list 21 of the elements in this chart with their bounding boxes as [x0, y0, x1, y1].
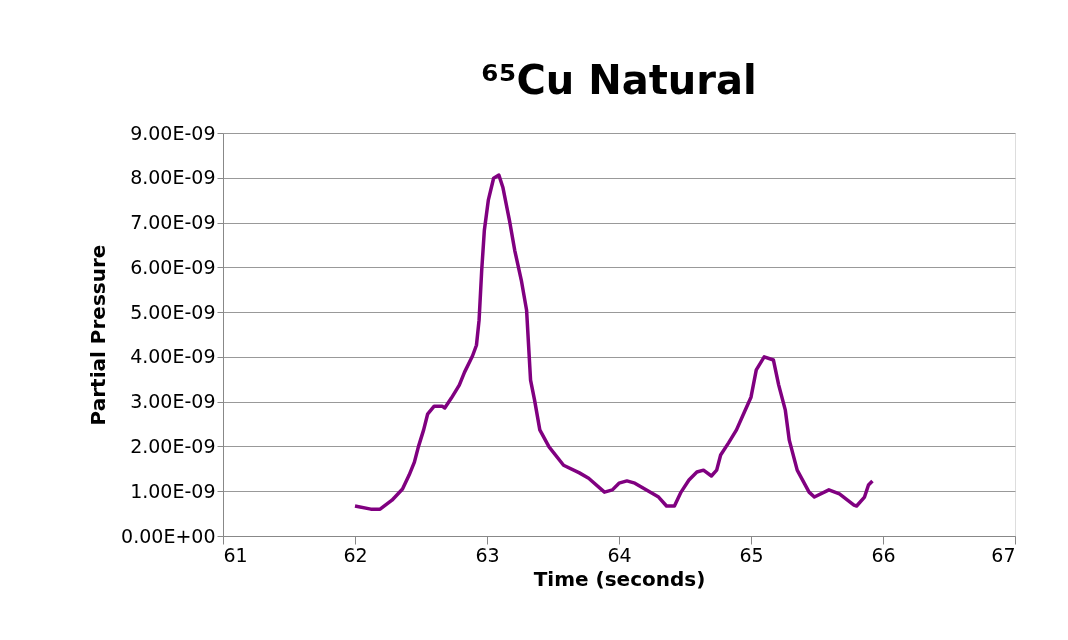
y-tick-label: 2.00E-09 [130, 434, 216, 457]
y-tick-label: 8.00E-09 [130, 166, 216, 189]
x-tick-label: 66 [871, 543, 896, 566]
x-tick-label: 63 [475, 543, 500, 566]
y-tick-label: 7.00E-09 [130, 211, 216, 234]
y-tick-label: 4.00E-09 [130, 345, 216, 368]
x-tick-label: 64 [607, 543, 632, 566]
y-tick-label: 0.00E+00 [121, 524, 216, 547]
x-axis-title: Time (seconds) [533, 566, 706, 591]
y-tick-label: 3.00E-09 [130, 390, 216, 413]
x-tick-label: 67 [991, 543, 1016, 566]
x-tick-label: 62 [343, 543, 368, 566]
y-axis-title: Partial Pressure [86, 244, 111, 426]
y-tick-label: 6.00E-09 [130, 255, 216, 278]
x-tick-label: 61 [223, 543, 248, 566]
y-tick-label: 9.00E-09 [130, 121, 216, 144]
chart-title: ⁶⁵Cu Natural [481, 57, 757, 103]
x-tick-label: 65 [739, 543, 764, 566]
y-tick-label: 1.00E-09 [130, 479, 216, 502]
line-series [353, 173, 875, 511]
y-tick-label: 5.00E-09 [130, 300, 216, 323]
